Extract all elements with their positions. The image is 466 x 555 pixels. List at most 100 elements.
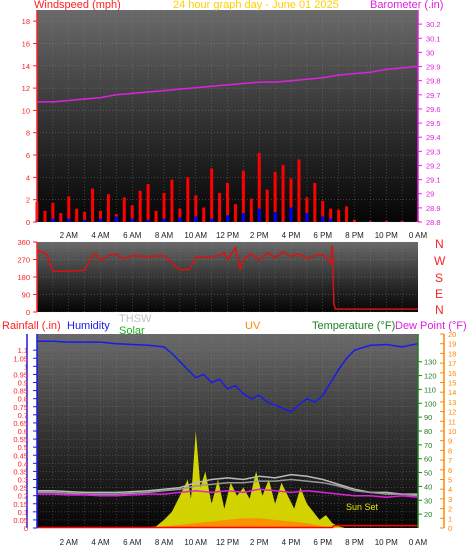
wind-tick-label: 12 [22, 84, 30, 93]
uv-tick-label: 12 [448, 408, 456, 417]
windspeed-bar [210, 218, 214, 222]
uv-tick-label: 19 [448, 340, 456, 349]
rain-tick-label: 0.2 [18, 492, 28, 501]
rainfall-line [37, 524, 418, 529]
uv-area [148, 518, 339, 528]
gust-bar [297, 159, 301, 222]
header-thsw: THSW [119, 313, 152, 325]
uv-tick-label: 14 [448, 388, 456, 397]
rain-tick-label: 0.15 [13, 500, 28, 509]
windspeed-bar [162, 218, 166, 222]
windspeed-bar [289, 207, 293, 222]
xtick-label-p3: 12 PM [216, 538, 239, 547]
windspeed-bar [51, 218, 55, 222]
data-series [35, 65, 420, 529]
header-solar: Solar [119, 325, 145, 337]
rain-tick-label: 0.55 [13, 435, 28, 444]
header-dew-point: Dew Point (°F) [395, 320, 466, 332]
compass-s: S [435, 271, 444, 285]
windspeed-bar [305, 213, 309, 222]
rain-tick-label: 0.3 [18, 476, 28, 485]
uv-tick-label: 5 [448, 476, 452, 485]
xtick-label-p1: 12 PM [216, 231, 239, 240]
xtick-label-p1: 2 PM [250, 231, 269, 240]
wind-tick-label: 2 [26, 196, 30, 205]
xtick-label-p1: 6 AM [123, 231, 142, 240]
dew-point-line [37, 488, 419, 499]
baro-tick-label: 30 [426, 48, 434, 57]
dir-tick-label: 360 [17, 238, 30, 247]
rain-tick-label: 0.85 [13, 387, 28, 396]
baro-tick-label: 28.8 [426, 218, 441, 227]
gust-bar [400, 220, 404, 222]
wind-tick-label: 8 [26, 129, 30, 138]
gust-bar [321, 200, 325, 222]
windspeed-bar [146, 219, 150, 222]
xtick-label-p3: 0 AM [409, 538, 428, 547]
temp-tick-label: 130 [424, 358, 437, 367]
baro-tick-label: 29.3 [426, 147, 441, 156]
rain-tick-label: 0.8 [18, 395, 28, 404]
gust-bar [138, 190, 142, 222]
windspeed-bar [99, 218, 102, 222]
baro-tick-label: 29 [426, 190, 434, 199]
humidity-line [37, 340, 419, 413]
gust-bar [257, 152, 261, 222]
windspeed-bar [114, 216, 118, 222]
gust-bar [368, 220, 372, 222]
xtick-label-p3: 6 AM [123, 538, 142, 547]
gust-bar [43, 210, 47, 222]
wind-tick-label: 18 [22, 17, 30, 26]
rain-tick-label: 0.9 [18, 379, 28, 388]
gust-bar [178, 208, 182, 222]
header-rainfall: Rainfall (.in) [2, 320, 61, 332]
uv-tick-label: 13 [448, 398, 456, 407]
xtick-label-p3: 10 PM [375, 538, 398, 547]
rain-tick-label: 1 [24, 362, 28, 371]
xtick-label-p1: 8 PM [345, 231, 364, 240]
xtick-label-p1: 0 AM [409, 231, 428, 240]
uv-tick-label: 20 [448, 330, 456, 339]
rain-tick-label: 0.45 [13, 451, 28, 460]
dir-tick-label: 270 [17, 256, 30, 265]
gust-bar [329, 208, 333, 222]
rain-tick-label: 0.25 [13, 484, 28, 493]
baro-tick-label: 29.1 [426, 176, 441, 185]
xtick-label-p3: 2 AM [60, 538, 79, 547]
xtick-label-p1: 8 AM [155, 231, 174, 240]
windspeed-bar [321, 216, 325, 222]
compass-n-bottom: N [435, 303, 444, 317]
gust-bar [218, 192, 222, 222]
xtick-label-p3: 4 PM [282, 538, 301, 547]
barometer-line [37, 65, 419, 103]
windspeed-bar [83, 219, 87, 222]
gust-bar [384, 220, 388, 222]
gust-bar [353, 219, 356, 222]
uv-tick-label: 16 [448, 369, 456, 378]
baro-tick-label: 29.5 [426, 119, 441, 128]
gust-bar [313, 182, 317, 222]
uv-tick-label: 2 [448, 505, 452, 514]
uv-tick-label: 1 [448, 514, 452, 523]
gust-bar [249, 198, 253, 222]
gust-bar [226, 182, 229, 222]
rain-tick-label: 0.7 [18, 411, 28, 420]
gust-bar [162, 192, 166, 222]
windspeed-bar [257, 208, 261, 222]
baro-tick-label: 29.2 [426, 161, 441, 170]
baro-tick-label: 29.9 [426, 63, 441, 72]
uv-tick-label: 10 [448, 427, 456, 436]
gust-bar [345, 206, 349, 222]
gust-bar [210, 168, 214, 222]
uv-tick-label: 6 [448, 466, 452, 475]
gust-bar [99, 210, 102, 222]
temp-tick-label: 120 [424, 372, 437, 381]
gust-bar [233, 204, 237, 222]
xtick-label-p3: 8 PM [345, 538, 364, 547]
gust-bar [241, 170, 245, 222]
rain-tick-label: 0.1 [18, 508, 28, 517]
annotation-sun-set: Sun Set [346, 502, 379, 512]
wind-tick-label: 14 [22, 62, 30, 71]
xtick-label-p1: 2 AM [60, 231, 79, 240]
temp-tick-label: 80 [424, 427, 432, 436]
